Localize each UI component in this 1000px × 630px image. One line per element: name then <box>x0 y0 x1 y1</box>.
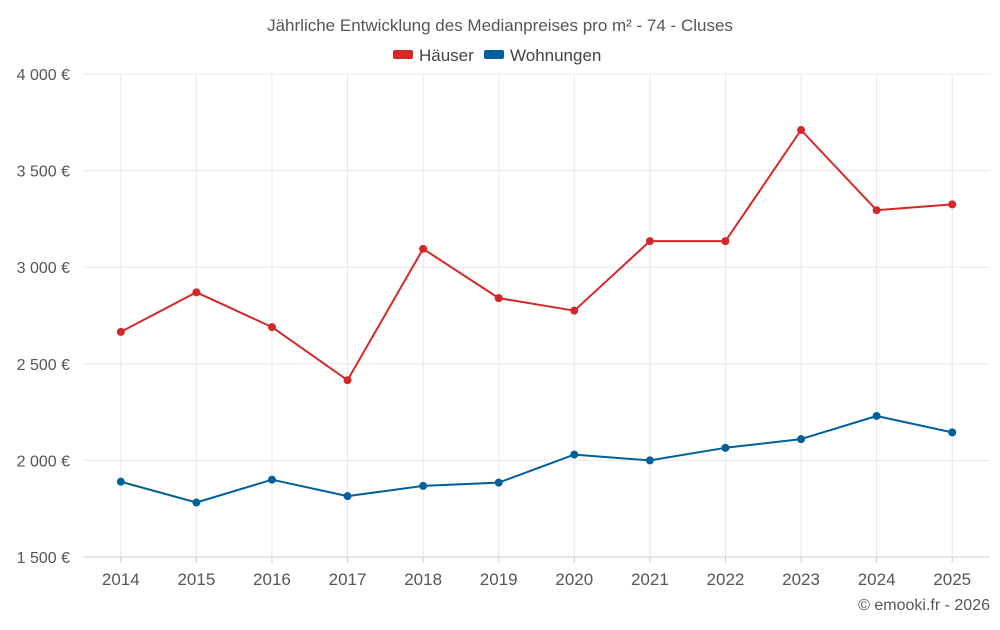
x-tick-label: 2022 <box>707 570 745 589</box>
y-tick-label: 4 000 € <box>17 67 70 84</box>
data-point[interactable] <box>494 294 503 303</box>
x-tick-label: 2015 <box>177 570 215 589</box>
data-point[interactable] <box>116 327 125 336</box>
grid-lines <box>83 73 990 563</box>
x-tick-label: 2014 <box>102 570 140 589</box>
data-point[interactable] <box>797 126 806 135</box>
data-point[interactable] <box>267 323 276 332</box>
x-tick-label: 2017 <box>329 570 367 589</box>
y-tick-label: 2 500 € <box>17 357 70 374</box>
data-point[interactable] <box>872 206 881 215</box>
data-point[interactable] <box>494 478 503 487</box>
data-point[interactable] <box>872 411 881 420</box>
x-tick-label: 2018 <box>404 570 442 589</box>
x-tick-label: 2025 <box>933 570 971 589</box>
data-point[interactable] <box>948 200 957 209</box>
x-tick-label: 2023 <box>782 570 820 589</box>
series-line-haeuser <box>120 129 953 382</box>
data-point[interactable] <box>419 481 428 490</box>
legend-item[interactable]: Häuser <box>393 46 474 65</box>
data-point[interactable] <box>570 306 579 315</box>
data-point[interactable] <box>343 376 352 385</box>
data-point[interactable] <box>645 237 654 246</box>
data-point[interactable] <box>343 492 352 501</box>
data-point[interactable] <box>192 498 201 507</box>
x-tick-label: 2016 <box>253 570 291 589</box>
data-point[interactable] <box>721 443 730 452</box>
data-point[interactable] <box>192 288 201 297</box>
series-layer <box>116 126 957 507</box>
x-tick-label: 2020 <box>555 570 593 589</box>
data-point[interactable] <box>797 435 806 444</box>
x-tick-label: 2021 <box>631 570 669 589</box>
y-axis: 1 500 € 2 000 € 2 500 € 3 000 € 3 500 € 4 000… <box>17 67 70 567</box>
y-tick-label: 3 500 € <box>17 164 70 181</box>
x-tick-label: 2024 <box>858 570 896 589</box>
legend-swatch <box>484 50 504 59</box>
legend-label: Häuser <box>419 46 474 65</box>
data-point[interactable] <box>267 475 276 484</box>
y-tick-label: 3 000 € <box>17 260 70 277</box>
x-tick-label: 2019 <box>480 570 518 589</box>
chart-title: Jährliche Entwicklung des Medianpreises … <box>267 16 733 35</box>
series-line-wohnungen <box>120 415 953 504</box>
legend-label: Wohnungen <box>510 46 601 65</box>
data-point[interactable] <box>570 450 579 459</box>
x-axis: 2014 2015 2016 2017 2018 2019 2020 2021 2022 2023… <box>102 570 971 589</box>
legend[interactable]: Häuser Wohnungen <box>393 46 601 65</box>
y-tick-label: 2 000 € <box>17 453 70 470</box>
legend-swatch <box>393 50 413 59</box>
y-tick-label: 1 500 € <box>17 550 70 567</box>
legend-item[interactable]: Wohnungen <box>484 46 601 65</box>
data-point[interactable] <box>116 477 125 486</box>
data-point[interactable] <box>721 237 730 246</box>
credit-text: © emooki.fr - 2026 <box>858 597 990 614</box>
data-point[interactable] <box>948 428 957 437</box>
data-point[interactable] <box>419 244 428 253</box>
data-point[interactable] <box>645 456 654 465</box>
